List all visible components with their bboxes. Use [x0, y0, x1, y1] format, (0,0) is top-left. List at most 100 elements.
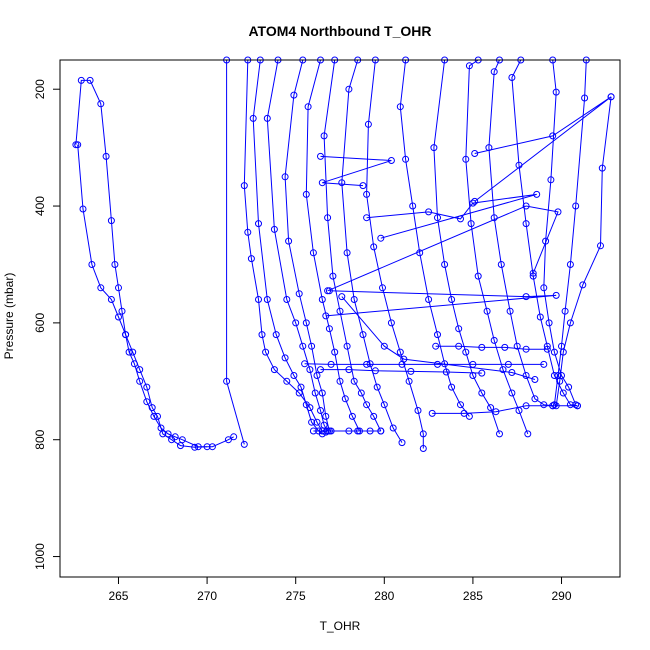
data-point	[154, 412, 161, 420]
data-point	[522, 402, 530, 410]
data-point	[467, 220, 475, 228]
data-point	[363, 190, 371, 198]
series-22-line	[320, 369, 482, 374]
series-2-line	[75, 79, 234, 448]
data-point	[607, 93, 615, 101]
series-4-line	[243, 59, 326, 433]
data-point	[389, 424, 397, 432]
series-10	[338, 56, 406, 447]
data-point	[457, 215, 464, 223]
data-point	[249, 114, 257, 122]
y-tick-label: 400	[33, 196, 47, 216]
data-point	[292, 319, 300, 327]
data-point	[432, 342, 440, 350]
data-point	[111, 261, 119, 268]
data-point	[387, 319, 395, 327]
data-point	[400, 355, 408, 363]
data-point	[513, 342, 521, 350]
data-point	[487, 404, 495, 412]
data-point	[320, 421, 328, 429]
data-point	[97, 100, 105, 108]
data-point	[462, 348, 470, 356]
data-point	[579, 281, 587, 289]
data-point	[533, 190, 541, 198]
data-point	[299, 342, 307, 350]
series-25-line	[435, 345, 548, 350]
data-point	[572, 202, 580, 210]
data-point	[345, 366, 353, 374]
data-point	[322, 428, 330, 436]
data-point	[313, 372, 321, 379]
data-point	[442, 368, 450, 376]
data-point	[366, 360, 374, 368]
data-point	[157, 424, 165, 432]
data-point	[263, 114, 271, 122]
data-point	[478, 389, 486, 397]
series-5-line	[252, 59, 323, 435]
data-point	[325, 325, 333, 333]
data-point	[550, 401, 558, 409]
data-point	[270, 225, 278, 233]
data-point	[359, 331, 367, 339]
data-point	[409, 202, 417, 210]
data-point	[380, 401, 388, 409]
data-point	[308, 418, 316, 426]
y-tick-label: 1000	[33, 543, 47, 570]
series-28	[471, 93, 615, 205]
data-point	[72, 141, 80, 149]
series-3	[223, 56, 248, 448]
data-point	[318, 296, 326, 303]
series-16	[508, 56, 581, 410]
data-point	[522, 202, 530, 210]
data-point	[338, 293, 346, 301]
data-point	[428, 409, 436, 417]
data-point	[317, 152, 324, 160]
data-point	[448, 296, 456, 303]
data-point	[499, 366, 507, 374]
data-point	[191, 443, 199, 451]
data-point	[283, 377, 291, 385]
data-point	[309, 249, 317, 257]
data-point	[377, 427, 385, 435]
data-point	[322, 312, 330, 320]
data-point	[465, 62, 473, 70]
data-point	[345, 427, 353, 435]
data-point	[97, 284, 105, 292]
data-point	[129, 348, 137, 356]
data-point	[490, 336, 498, 344]
data-point	[407, 367, 415, 375]
data-point	[370, 243, 378, 251]
series-29	[324, 202, 562, 295]
series-26-line	[320, 155, 392, 187]
data-point	[348, 412, 356, 420]
data-point	[457, 401, 464, 409]
data-point	[118, 307, 126, 315]
series-15	[485, 56, 557, 410]
data-point	[77, 76, 85, 84]
data-point	[281, 354, 289, 362]
data-point	[136, 366, 144, 374]
data-point	[398, 439, 406, 447]
x-tick-label: 270	[197, 589, 217, 603]
data-point	[324, 214, 332, 222]
x-tick-label: 285	[463, 589, 483, 603]
data-point	[350, 377, 358, 385]
data-point	[574, 402, 581, 410]
series-12-line	[399, 59, 470, 417]
data-point	[345, 85, 353, 93]
series-15-line	[488, 59, 553, 407]
data-point	[364, 120, 372, 128]
data-point	[419, 445, 427, 452]
data-point	[317, 407, 324, 414]
data-point	[297, 383, 305, 391]
series-11-line	[366, 59, 424, 449]
data-point	[309, 427, 317, 435]
data-point	[572, 401, 580, 409]
data-point	[554, 208, 562, 216]
data-point	[402, 155, 410, 163]
series-23	[428, 402, 581, 417]
data-point	[130, 360, 138, 368]
data-point	[559, 348, 567, 356]
series-25	[432, 342, 551, 353]
